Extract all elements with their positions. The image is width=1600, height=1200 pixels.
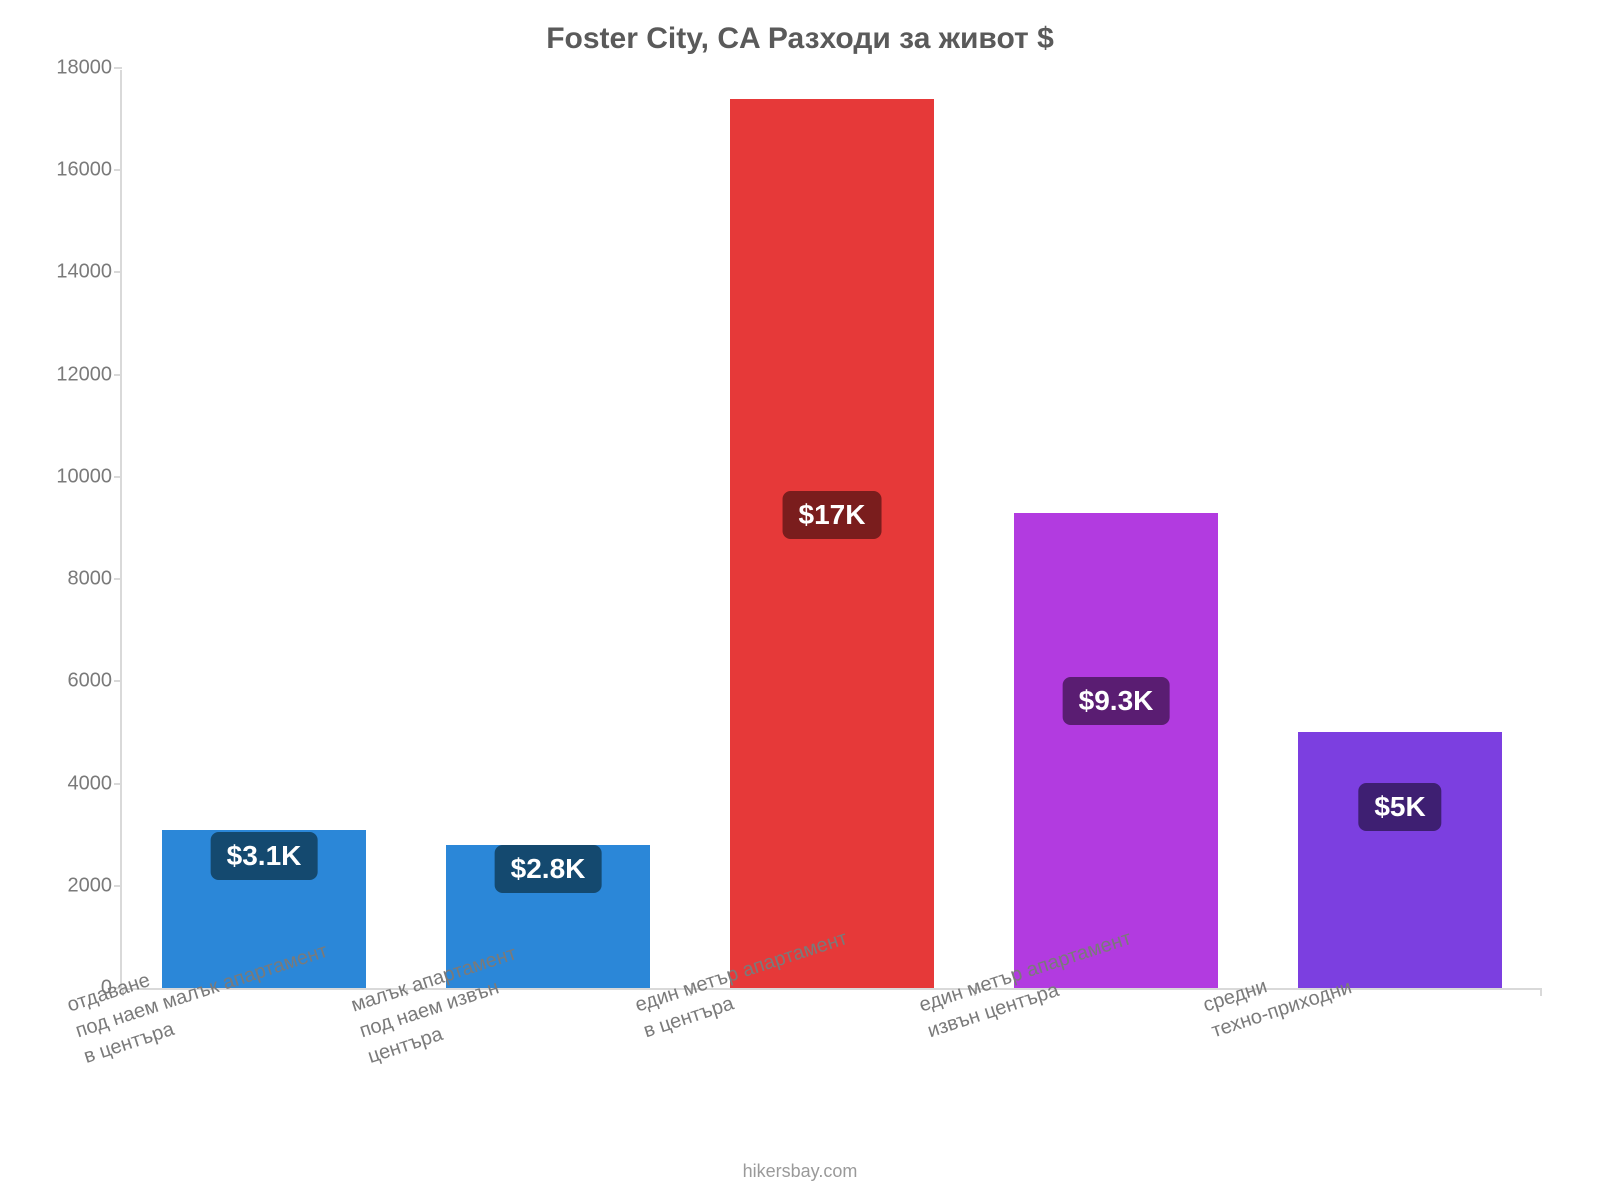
ytick-label: 12000	[56, 363, 112, 386]
ytick-label: 4000	[68, 772, 113, 795]
plot-area: 0200040006000800010000120001400016000180…	[120, 70, 1540, 990]
ytick-label: 8000	[68, 568, 113, 591]
chart-title: Foster City, CA Разходи за живот $	[0, 22, 1600, 56]
bar-value-label: $3.1K	[211, 832, 318, 880]
xtick-mark	[1540, 988, 1542, 996]
bar	[730, 99, 934, 988]
ytick-mark	[114, 476, 122, 478]
ytick-label: 10000	[56, 465, 112, 488]
ytick-mark	[114, 885, 122, 887]
ytick-mark	[114, 374, 122, 376]
ytick-label: 6000	[68, 670, 113, 693]
ytick-label: 2000	[68, 874, 113, 897]
x-axis-label: малък апартамент под наем извън центъра	[348, 940, 537, 1070]
ytick-mark	[114, 680, 122, 682]
bar-value-label: $2.8K	[495, 845, 602, 893]
bar-value-label: $5K	[1358, 783, 1441, 831]
chart-container: Foster City, CA Разходи за живот $ 02000…	[0, 0, 1600, 1200]
bar-value-label: $17K	[783, 491, 882, 539]
ytick-label: 18000	[56, 57, 112, 80]
ytick-label: 14000	[56, 261, 112, 284]
chart-footer: hikersbay.com	[0, 1161, 1600, 1182]
ytick-mark	[114, 783, 122, 785]
bar-value-label: $9.3K	[1063, 677, 1170, 725]
ytick-mark	[114, 271, 122, 273]
ytick-mark	[114, 169, 122, 171]
bar	[1014, 513, 1218, 988]
ytick-mark	[114, 67, 122, 69]
x-axis-label: средни техно-приходни	[1200, 949, 1355, 1045]
ytick-mark	[114, 578, 122, 580]
bar	[1298, 732, 1502, 988]
ytick-label: 16000	[56, 159, 112, 182]
